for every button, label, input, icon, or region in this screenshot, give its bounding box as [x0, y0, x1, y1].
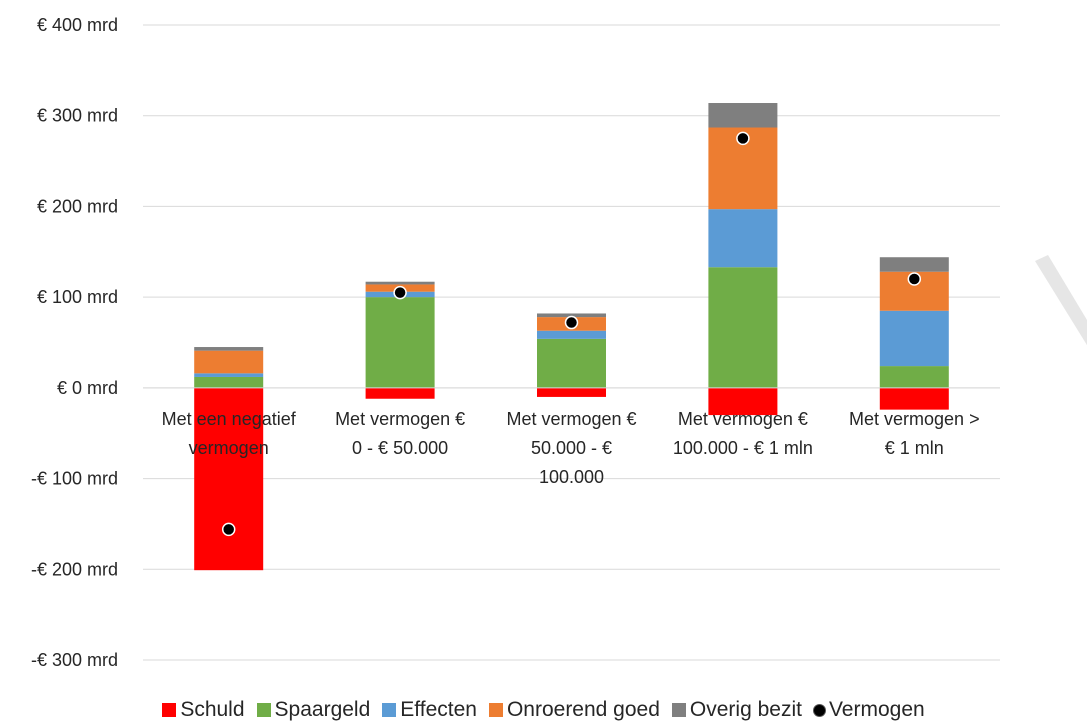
bar-segment-schuld [708, 387, 778, 416]
bar-segment-overig-bezit [194, 347, 264, 351]
legend-label-onroerend-goed: Onroerend goed [506, 698, 660, 721]
legend-swatch-effecten [382, 703, 397, 717]
bar-segment-overig-bezit [537, 313, 606, 318]
bar-segment-overig-bezit [879, 257, 949, 272]
legend-swatch-spaargeld [256, 703, 271, 717]
bar-segment-spaargeld [365, 297, 435, 388]
y-tick-label: € 300 mrd [37, 106, 118, 126]
page-corner-decoration [1035, 255, 1087, 346]
x-tick-label: € 1 mln [885, 438, 944, 458]
legend-swatch-schuld [162, 703, 177, 717]
bar-segment-schuld [365, 387, 435, 399]
bar-segment-spaargeld [879, 366, 949, 388]
legend-swatch-onroerend-goed [488, 703, 503, 717]
bar-segment-schuld [879, 387, 949, 410]
x-tick-label: Met vermogen € [335, 409, 465, 429]
vermogen-point [907, 272, 922, 286]
x-tick-label: 100.000 [539, 467, 604, 487]
legend-label-vermogen: Vermogen [828, 698, 925, 721]
legend-item-spaargeld: Spaargeld [256, 698, 371, 722]
x-tick-label: 50.000 - € [531, 438, 612, 458]
bar-segment-effecten [194, 373, 264, 377]
bar-segment-schuld [537, 387, 606, 397]
x-tick-label: Met vermogen € [506, 409, 636, 429]
legend-item-overig-bezit: Overig bezit [671, 698, 802, 722]
x-tick-label: Met vermogen > [849, 409, 980, 429]
legend-label-schuld: Schuld [180, 698, 245, 721]
bar-segment-overig-bezit [708, 103, 778, 128]
y-tick-label: € 0 mrd [57, 378, 118, 398]
vermogen-point [736, 131, 750, 146]
bar-segment-spaargeld [194, 376, 264, 388]
y-tick-label: € 200 mrd [37, 196, 118, 216]
y-tick-label: € 400 mrd [37, 15, 118, 35]
x-tick-label: Met een negatief [162, 409, 297, 429]
legend-item-vermogen: Vermogen [813, 698, 925, 722]
y-tick-label: -€ 300 mrd [31, 650, 118, 670]
legend-item-effecten: Effecten [382, 698, 477, 722]
bar-segment-onroerend-goed [194, 350, 264, 374]
vermogen-point [221, 522, 236, 537]
y-tick-label: -€ 200 mrd [31, 559, 118, 579]
stacked-bar-chart: € 400 mrd € 300 mrd € 200 mrd € 100 mrd € 0 … [31, 15, 1000, 670]
bar-segment-overig-bezit [365, 281, 435, 285]
vermogen-point [393, 285, 407, 300]
chart-legend: Schuld Spaargeld Effecten Onroerend goed… [0, 698, 1087, 722]
bar-segment-spaargeld [708, 267, 778, 388]
x-tick-label: vermogen [189, 438, 269, 458]
legend-label-spaargeld: Spaargeld [274, 698, 371, 721]
vermogen-point [564, 315, 579, 330]
legend-label-effecten: Effecten [400, 698, 477, 721]
y-tick-label: -€ 100 mrd [31, 469, 118, 489]
legend-swatch-overig-bezit [671, 703, 686, 717]
bar-segment-spaargeld [537, 338, 606, 388]
bar-segment-effecten [537, 330, 606, 339]
legend-item-schuld: Schuld [162, 698, 245, 722]
legend-label-overig-bezit: Overig bezit [689, 698, 802, 721]
x-tick-label: Met vermogen € [678, 409, 808, 429]
legend-item-onroerend-goed: Onroerend goed [488, 698, 660, 722]
bar-segment-effecten [708, 209, 778, 268]
bar-segment-schuld [194, 387, 264, 571]
legend-marker-vermogen [813, 704, 825, 716]
y-tick-label: € 100 mrd [37, 287, 118, 307]
x-tick-label: 0 - € 50.000 [352, 438, 448, 458]
x-tick-label: 100.000 - € 1 mln [673, 438, 813, 458]
bar-segment-effecten [879, 310, 949, 367]
